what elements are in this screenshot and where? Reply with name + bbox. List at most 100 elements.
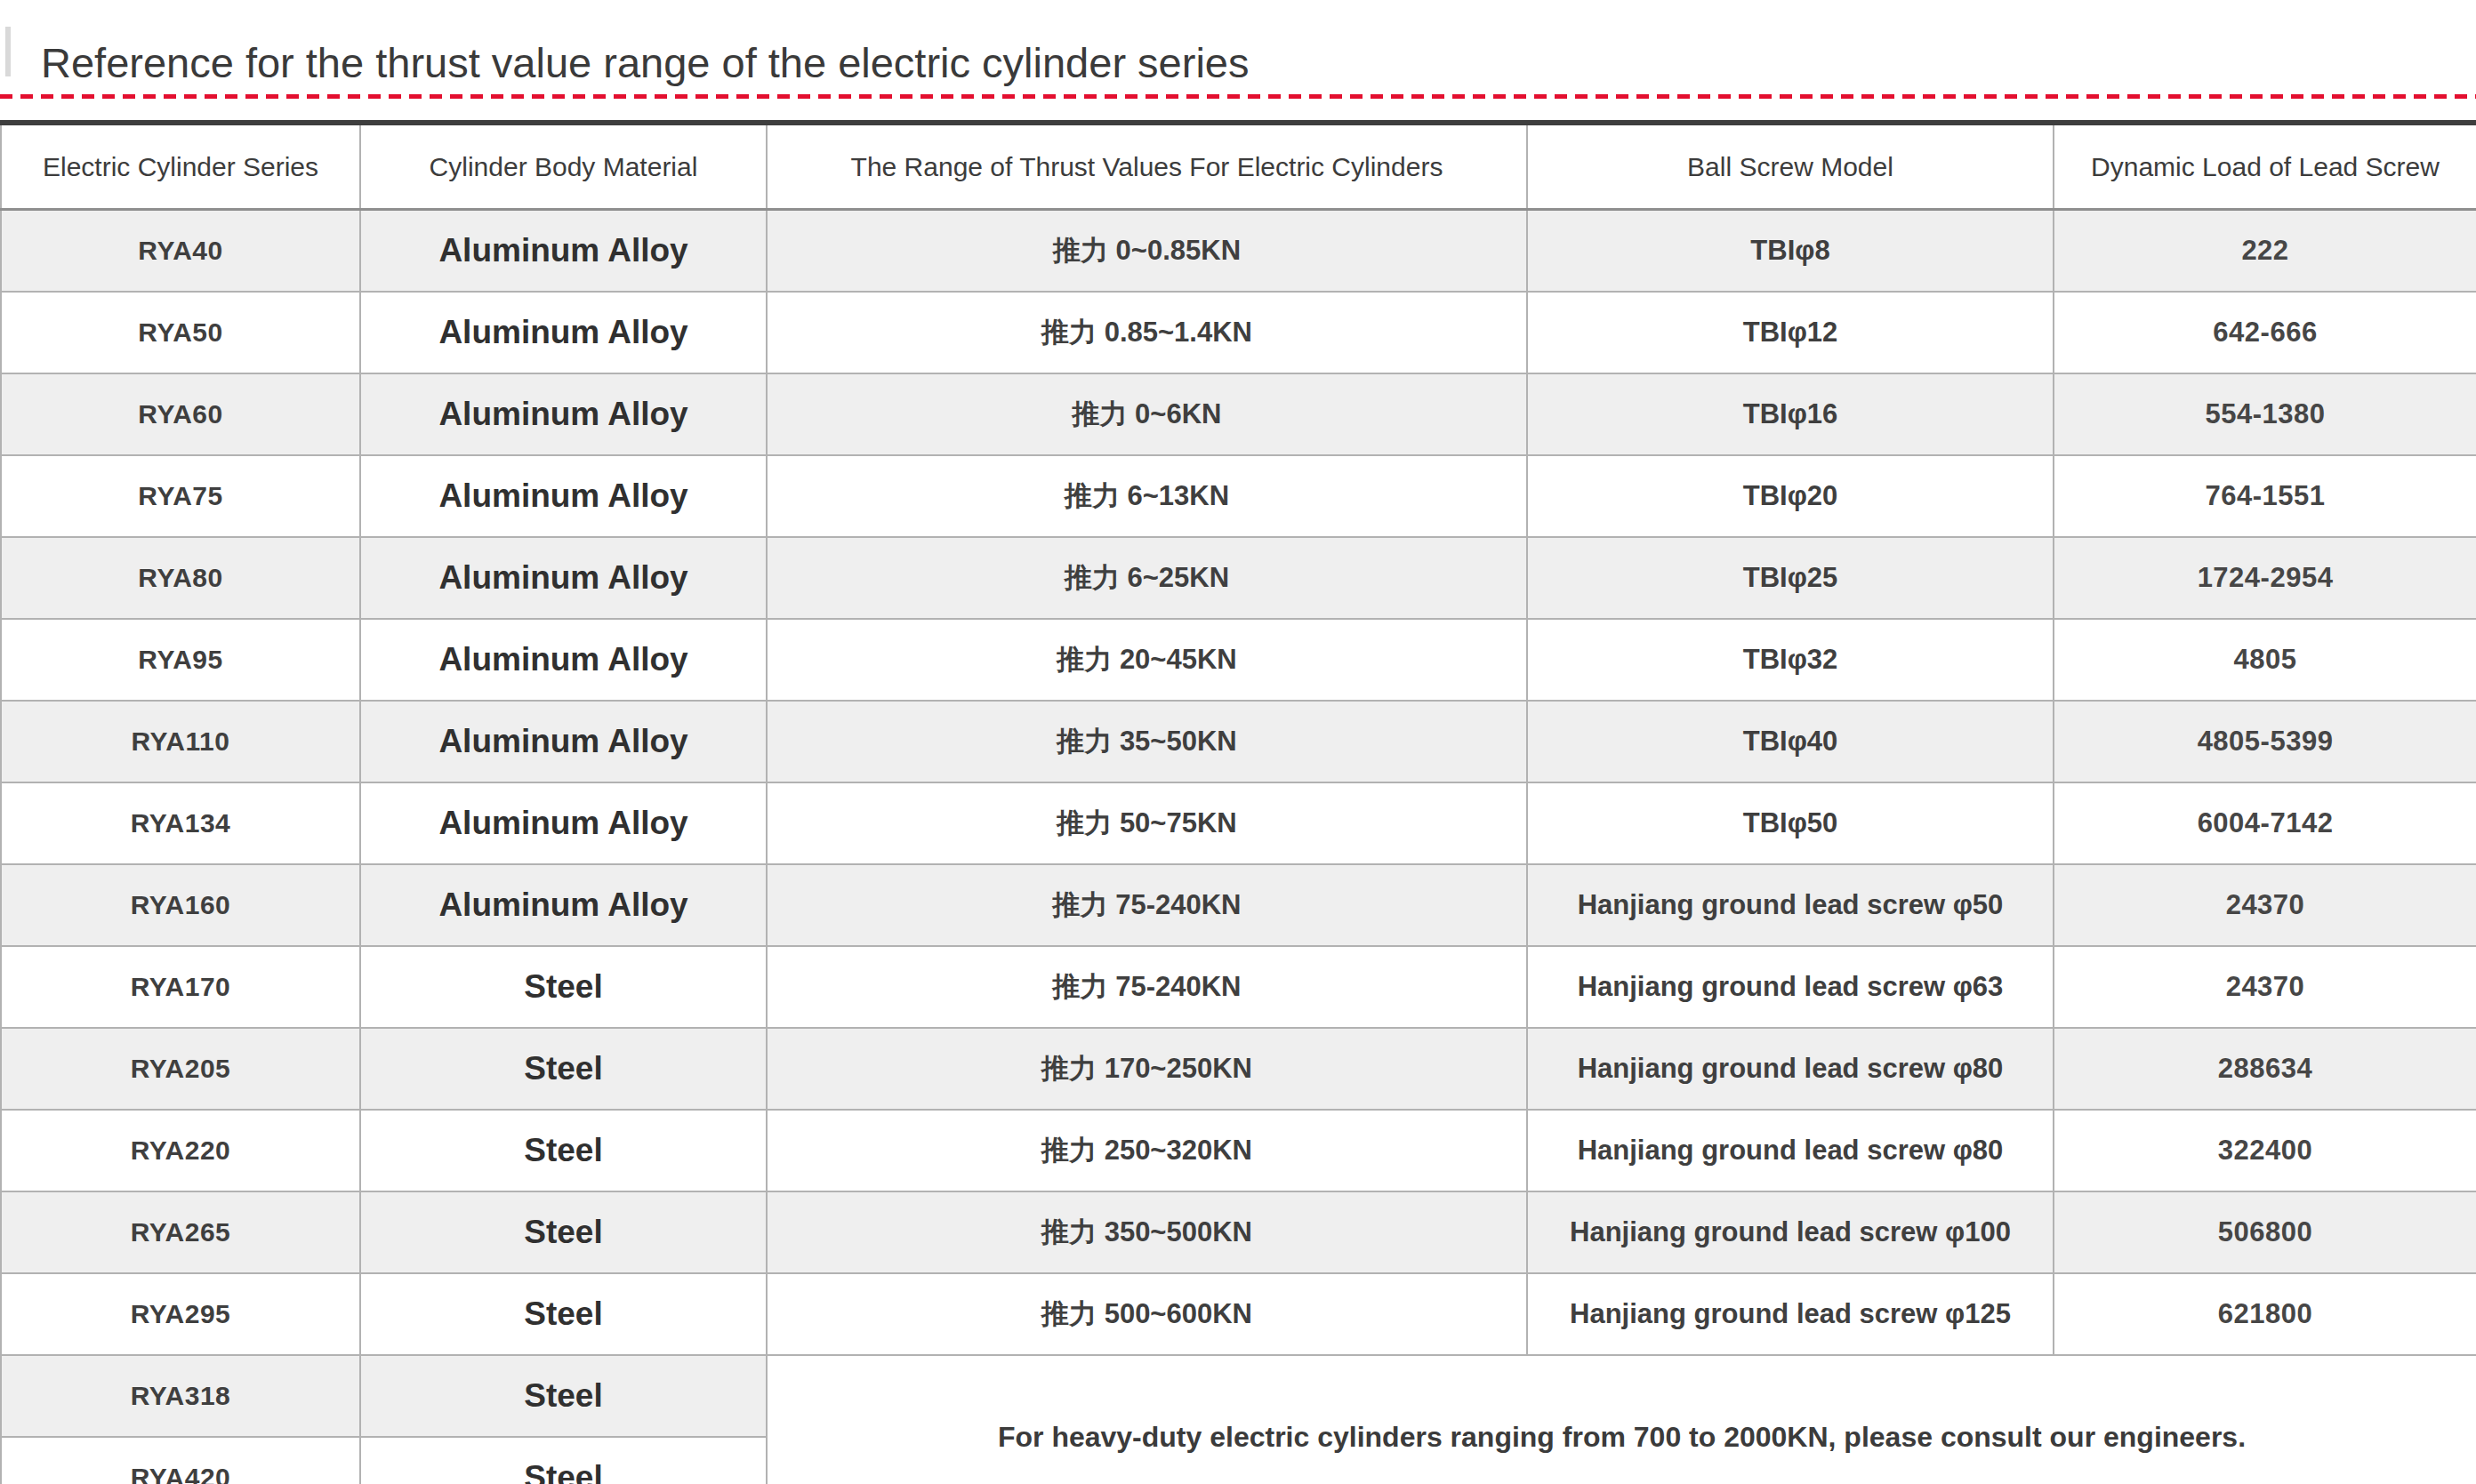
screw-cell: Hanjiang ground lead screw φ80 (1527, 1028, 2054, 1110)
thrust-cell: 推力 50~75KN (767, 782, 1527, 864)
load-cell: 554-1380 (2054, 373, 2476, 455)
table-row: RYA265 Steel 推力 350~500KN Hanjiang groun… (1, 1191, 2476, 1273)
material-cell: Aluminum Alloy (360, 455, 767, 537)
screw-cell: Hanjiang ground lead screw φ125 (1527, 1273, 2054, 1355)
material-cell: Aluminum Alloy (360, 864, 767, 946)
column-header-ball-screw: Ball Screw Model (1527, 123, 2054, 210)
series-cell: RYA40 (1, 210, 360, 293)
screw-cell: Hanjiang ground lead screw φ63 (1527, 946, 2054, 1028)
load-cell: 222 (2054, 210, 2476, 293)
table-row: RYA60 Aluminum Alloy 推力 0~6KN TBIφ16 554… (1, 373, 2476, 455)
screw-cell: Hanjiang ground lead screw φ100 (1527, 1191, 2054, 1273)
thrust-cell: 推力 170~250KN (767, 1028, 1527, 1110)
series-cell: RYA50 (1, 292, 360, 373)
screw-cell: TBIφ12 (1527, 292, 2054, 373)
series-cell: RYA205 (1, 1028, 360, 1110)
series-cell: RYA95 (1, 619, 360, 701)
series-cell: RYA420 (1, 1437, 360, 1484)
load-cell: 642-666 (2054, 292, 2476, 373)
thrust-reference-table: Electric Cylinder Series Cylinder Body M… (0, 120, 2476, 1484)
table-row: RYA205 Steel 推力 170~250KN Hanjiang groun… (1, 1028, 2476, 1110)
table-row: RYA160 Aluminum Alloy 推力 75-240KN Hanjia… (1, 864, 2476, 946)
material-cell: Steel (360, 1110, 767, 1191)
material-cell: Aluminum Alloy (360, 701, 767, 782)
series-cell: RYA75 (1, 455, 360, 537)
material-cell: Steel (360, 1437, 767, 1484)
thrust-cell: 推力 75-240KN (767, 864, 1527, 946)
thrust-cell: 推力 250~320KN (767, 1110, 1527, 1191)
screw-cell: TBIφ8 (1527, 210, 2054, 293)
column-header-series: Electric Cylinder Series (1, 123, 360, 210)
load-cell: 1724-2954 (2054, 537, 2476, 619)
material-cell: Aluminum Alloy (360, 210, 767, 293)
table-row: RYA110 Aluminum Alloy 推力 35~50KN TBIφ40 … (1, 701, 2476, 782)
screw-cell: TBIφ40 (1527, 701, 2054, 782)
series-cell: RYA295 (1, 1273, 360, 1355)
thrust-cell: 推力 6~25KN (767, 537, 1527, 619)
series-cell: RYA265 (1, 1191, 360, 1273)
table-row: RYA220 Steel 推力 250~320KN Hanjiang groun… (1, 1110, 2476, 1191)
title-decorative-mark (5, 27, 11, 76)
load-cell: 24370 (2054, 864, 2476, 946)
page-title: Reference for the thrust value range of … (41, 38, 1249, 88)
material-cell: Aluminum Alloy (360, 782, 767, 864)
heavy-duty-note-cell: For heavy-duty electric cylinders rangin… (767, 1355, 2476, 1484)
material-cell: Steel (360, 1273, 767, 1355)
material-cell: Steel (360, 1028, 767, 1110)
thrust-cell: 推力 20~45KN (767, 619, 1527, 701)
thrust-cell: 推力 6~13KN (767, 455, 1527, 537)
material-cell: Steel (360, 946, 767, 1028)
series-cell: RYA170 (1, 946, 360, 1028)
load-cell: 4805-5399 (2054, 701, 2476, 782)
series-cell: RYA318 (1, 1355, 360, 1437)
table-row: RYA170 Steel 推力 75-240KN Hanjiang ground… (1, 946, 2476, 1028)
material-cell: Steel (360, 1191, 767, 1273)
material-cell: Aluminum Alloy (360, 292, 767, 373)
header-row: Electric Cylinder Series Cylinder Body M… (1, 123, 2476, 210)
column-header-thrust-range: The Range of Thrust Values For Electric … (767, 123, 1527, 210)
table-row: RYA295 Steel 推力 500~600KN Hanjiang groun… (1, 1273, 2476, 1355)
table-row: RYA95 Aluminum Alloy 推力 20~45KN TBIφ32 4… (1, 619, 2476, 701)
screw-cell: TBIφ25 (1527, 537, 2054, 619)
material-cell: Aluminum Alloy (360, 619, 767, 701)
screw-cell: TBIφ32 (1527, 619, 2054, 701)
red-dashed-divider (0, 94, 2476, 99)
column-header-material: Cylinder Body Material (360, 123, 767, 210)
series-cell: RYA220 (1, 1110, 360, 1191)
thrust-cell: 推力 500~600KN (767, 1273, 1527, 1355)
table-row: RYA134 Aluminum Alloy 推力 50~75KN TBIφ50 … (1, 782, 2476, 864)
screw-cell: TBIφ50 (1527, 782, 2054, 864)
screw-cell: Hanjiang ground lead screw φ50 (1527, 864, 2054, 946)
column-header-dynamic-load: Dynamic Load of Lead Screw (2054, 123, 2476, 210)
material-cell: Aluminum Alloy (360, 373, 767, 455)
load-cell: 322400 (2054, 1110, 2476, 1191)
page: Reference for the thrust value range of … (0, 0, 2476, 1484)
table-row: RYA75 Aluminum Alloy 推力 6~13KN TBIφ20 76… (1, 455, 2476, 537)
load-cell: 4805 (2054, 619, 2476, 701)
table-header: Electric Cylinder Series Cylinder Body M… (1, 123, 2476, 210)
load-cell: 506800 (2054, 1191, 2476, 1273)
table-row: RYA40 Aluminum Alloy 推力 0~0.85KN TBIφ8 2… (1, 210, 2476, 293)
screw-cell: TBIφ16 (1527, 373, 2054, 455)
thrust-cell: 推力 0~0.85KN (767, 210, 1527, 293)
thrust-cell: 推力 35~50KN (767, 701, 1527, 782)
series-cell: RYA110 (1, 701, 360, 782)
screw-cell: Hanjiang ground lead screw φ80 (1527, 1110, 2054, 1191)
thrust-cell: 推力 75-240KN (767, 946, 1527, 1028)
load-cell: 24370 (2054, 946, 2476, 1028)
series-cell: RYA134 (1, 782, 360, 864)
load-cell: 764-1551 (2054, 455, 2476, 537)
material-cell: Aluminum Alloy (360, 537, 767, 619)
thrust-cell: 推力 350~500KN (767, 1191, 1527, 1273)
series-cell: RYA160 (1, 864, 360, 946)
table-row: RYA50 Aluminum Alloy 推力 0.85~1.4KN TBIφ1… (1, 292, 2476, 373)
load-cell: 288634 (2054, 1028, 2476, 1110)
table-row: RYA80 Aluminum Alloy 推力 6~25KN TBIφ25 17… (1, 537, 2476, 619)
series-cell: RYA80 (1, 537, 360, 619)
table-row: RYA318 Steel For heavy-duty electric cyl… (1, 1355, 2476, 1437)
material-cell: Steel (360, 1355, 767, 1437)
load-cell: 6004-7142 (2054, 782, 2476, 864)
load-cell: 621800 (2054, 1273, 2476, 1355)
screw-cell: TBIφ20 (1527, 455, 2054, 537)
series-cell: RYA60 (1, 373, 360, 455)
